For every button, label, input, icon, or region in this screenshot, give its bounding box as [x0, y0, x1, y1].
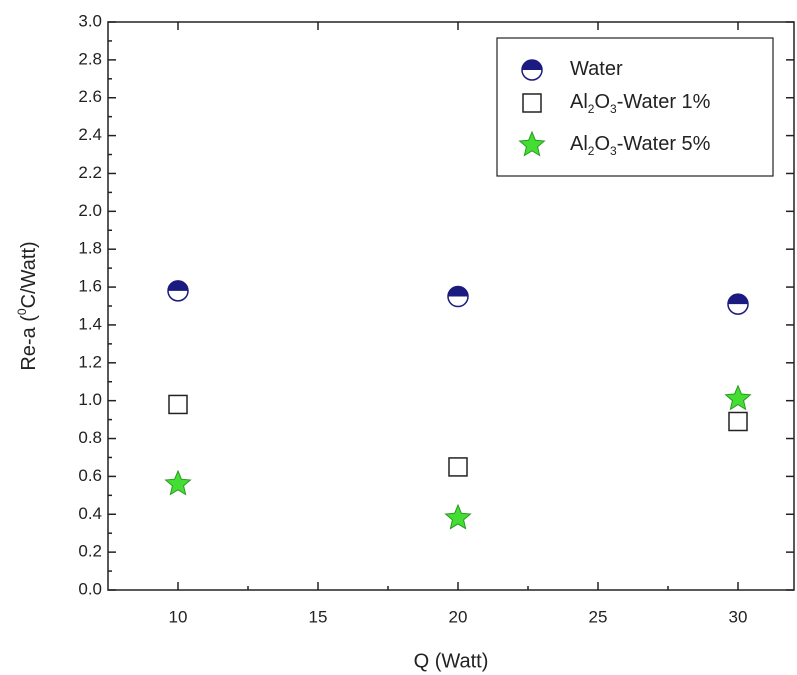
point — [168, 281, 188, 301]
y-tick-label: 1.8 — [78, 239, 102, 258]
marker-fill — [448, 287, 468, 297]
y-tick-label: 3.0 — [78, 11, 102, 30]
x-axis-title: Q (Watt) — [414, 650, 489, 672]
y-tick-label: 2.4 — [78, 125, 102, 144]
y-tick-label: 0.6 — [78, 466, 102, 485]
point — [448, 287, 468, 307]
y-tick-label: 2.2 — [78, 163, 102, 182]
y-tick-label: 2.8 — [78, 49, 102, 68]
legend-marker — [522, 60, 542, 80]
point — [729, 412, 747, 430]
y-axis-title: Re-a (0C/Watt) — [15, 241, 40, 370]
marker-body — [166, 471, 191, 495]
y-tick-label: 1.0 — [78, 390, 102, 409]
point — [726, 386, 751, 410]
y-tick-label: 2.6 — [78, 87, 102, 106]
y-tick-label: 0.8 — [78, 428, 102, 447]
y-tick-label: 1.6 — [78, 277, 102, 296]
point — [169, 395, 187, 413]
marker-body — [726, 386, 751, 410]
legend-label: Water — [570, 58, 623, 80]
x-tick-label: 20 — [449, 607, 468, 626]
x-tick-label: 15 — [309, 607, 328, 626]
x-tick-label: 30 — [729, 607, 748, 626]
y-tick-label: 1.4 — [78, 314, 102, 333]
chart: Q (Watt) Re-a (0C/Watt) 0.0 0.2 0.4 0.6 0.8 1… — [0, 0, 797, 675]
x-tick-label: 25 — [589, 607, 608, 626]
y-tick-label: 0.0 — [78, 579, 102, 598]
marker-body — [449, 458, 467, 476]
x-tick-label: 10 — [169, 607, 188, 626]
marker-body — [729, 412, 747, 430]
marker-body — [169, 395, 187, 413]
y-tick-label: 1.2 — [78, 352, 102, 371]
marker-fill — [168, 281, 188, 291]
y-tick-label: 0.4 — [78, 504, 102, 523]
point — [449, 458, 467, 476]
y-tick-label: 0.2 — [78, 542, 102, 561]
point — [728, 294, 748, 314]
y-tick-label: 2.0 — [78, 201, 102, 220]
point — [166, 471, 191, 495]
marker-body — [446, 505, 471, 528]
point — [446, 505, 471, 528]
marker-fill — [728, 294, 748, 304]
